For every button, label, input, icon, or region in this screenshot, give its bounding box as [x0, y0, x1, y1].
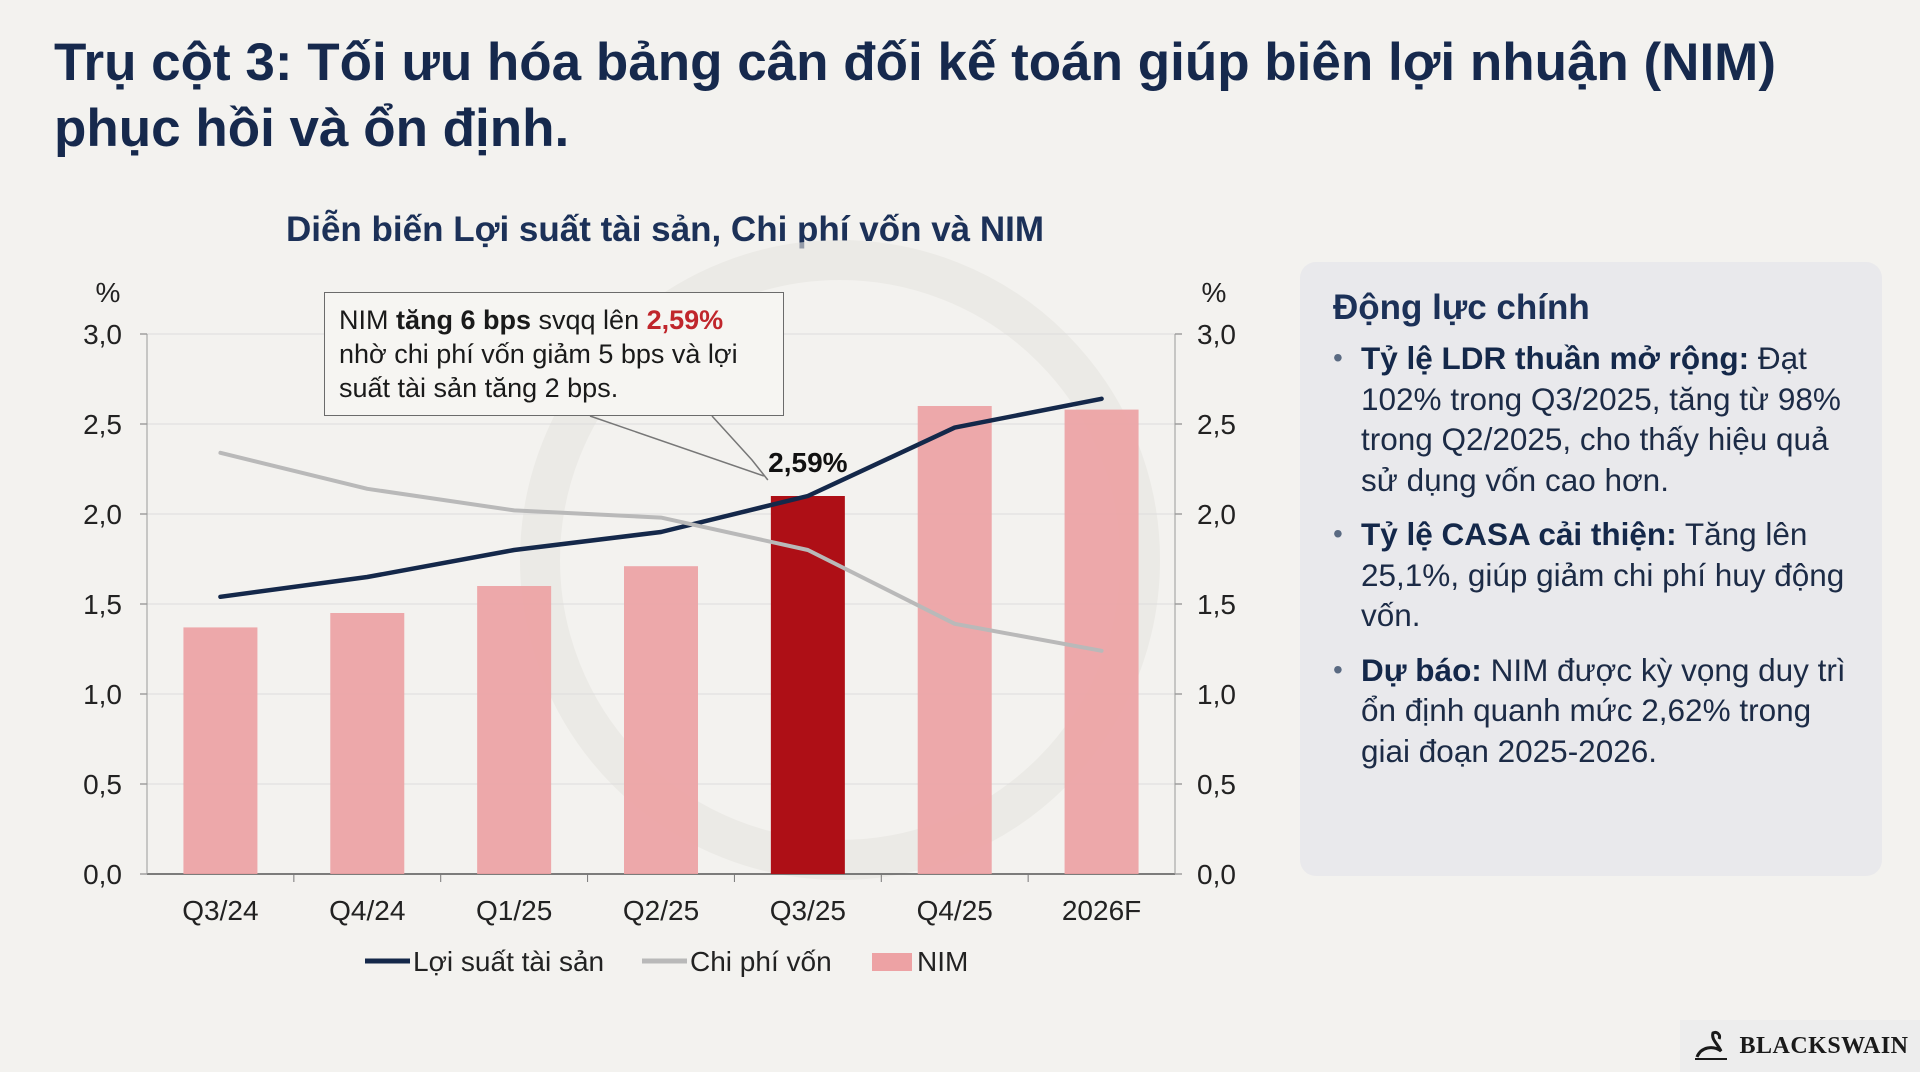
drivers-list: • Tỷ lệ LDR thuần mở rộng: Đạt 102% trong…	[1333, 338, 1852, 771]
driver-item-forecast: • Dự báo: NIM được kỳ vọng duy trì ổn địn…	[1333, 650, 1852, 772]
driver-title: Tỷ lệ CASA cải thiện:	[1361, 516, 1677, 552]
y-tick-label-right: 3,0	[1197, 319, 1236, 350]
page-title: Trụ cột 3: Tối ưu hóa bảng cân đối kế to…	[54, 33, 1776, 158]
y-tick-label-left: 3,0	[83, 319, 122, 350]
x-tick-label: 2026F	[1062, 895, 1141, 926]
driver-item-casa: • Tỷ lệ CASA cải thiện: Tăng lên 25,1%, g…	[1333, 514, 1852, 636]
nim-chart: 0,0 0,0 0,5 0,5 1,0 1,0 1,5 1,5 2,0 2,0 2,5 2,5 3,0 3…	[83, 277, 1236, 977]
x-tick-label: Q4/25	[917, 895, 993, 926]
bullet-icon: •	[1333, 653, 1343, 685]
callout-bold: tăng 6 bps	[396, 305, 532, 335]
y-tick-label-left: 0,0	[83, 859, 122, 890]
callout-pointer	[589, 415, 765, 477]
nim-bar	[1064, 409, 1139, 874]
legend-label: Lợi suất tài sản	[413, 946, 604, 977]
bullet-icon: •	[1333, 342, 1343, 373]
x-tick-label: Q3/24	[182, 895, 258, 926]
key-drivers-panel: Động lực chính • Tỷ lệ LDR thuần mở rộng:…	[1300, 262, 1882, 876]
x-tick-label: Q4/24	[329, 895, 405, 926]
brand-logo: BLACKSWAIN	[1680, 1020, 1920, 1072]
y-tick-label-left: 1,0	[83, 679, 122, 710]
driver-title: Dự báo:	[1361, 651, 1482, 688]
callout-pre: NIM	[339, 305, 396, 335]
y-tick-label-left: 1,5	[83, 589, 122, 620]
y-tick-label-left: 2,0	[83, 499, 122, 530]
panel-heading: Động lực chính	[1333, 288, 1590, 327]
callout-rest: nhờ chi phí vốn giảm 5 bps và lợi suất t…	[339, 339, 738, 403]
y-axis-unit-left: %	[96, 277, 121, 308]
y-tick-label-left: 2,5	[83, 409, 122, 440]
y-tick-label-left: 0,5	[83, 769, 122, 800]
x-tick-label: Q3/25	[770, 895, 846, 926]
y-tick-label-right: 2,0	[1197, 499, 1236, 530]
legend-label: NIM	[917, 946, 968, 977]
legend-swatch	[872, 953, 912, 971]
driver-text: NIM được kỳ vọng duy trì ổn định quanh m…	[1361, 651, 1846, 769]
swan-icon	[1695, 1031, 1728, 1060]
callout-highlight: 2,59%	[646, 305, 724, 335]
chart-title: Diễn biến Lợi suất tài sản, Chi phí vốn …	[285, 210, 1045, 249]
y-tick-label-right: 1,0	[1197, 679, 1236, 710]
callout-mid: svqq lên	[531, 305, 647, 335]
logo-text: BLACKSWAIN	[1739, 1032, 1909, 1059]
legend-label: Chi phí vốn	[690, 946, 832, 977]
highlight-value-label: 2,59%	[768, 447, 847, 478]
x-tick-label: Q2/25	[623, 895, 699, 926]
nim-bar	[477, 586, 552, 874]
y-tick-label-right: 0,0	[1197, 859, 1236, 890]
nim-bar	[330, 613, 405, 874]
asset-yield-line	[218, 396, 1104, 600]
nim-bar	[770, 496, 845, 874]
nim-bar	[624, 566, 698, 874]
driver-item-ldr: • Tỷ lệ LDR thuần mở rộng: Đạt 102% trong…	[1333, 338, 1852, 500]
bullet-icon: •	[1333, 518, 1343, 549]
nim-bar	[183, 627, 258, 874]
nim-bar	[917, 406, 992, 874]
cost-of-funds-line	[218, 450, 1104, 653]
callout-pointer	[711, 415, 769, 481]
nim-callout: NIM tăng 6 bps svqq lên 2,59% nhờ chi ph…	[324, 292, 784, 416]
x-tick-label: Q1/25	[476, 895, 552, 926]
driver-text: Đạt 102% trong Q3/2025, tăng từ 98% tron…	[1361, 340, 1841, 498]
driver-text: Tăng lên 25,1%, giúp giảm chi phí huy độ…	[1361, 516, 1845, 633]
y-axis-unit-right: %	[1202, 277, 1227, 308]
y-tick-label-right: 2,5	[1197, 409, 1236, 440]
driver-title: Tỷ lệ LDR thuần mở rộng:	[1361, 340, 1750, 376]
y-tick-label-right: 1,5	[1197, 589, 1236, 620]
y-tick-label-right: 0,5	[1197, 769, 1236, 800]
